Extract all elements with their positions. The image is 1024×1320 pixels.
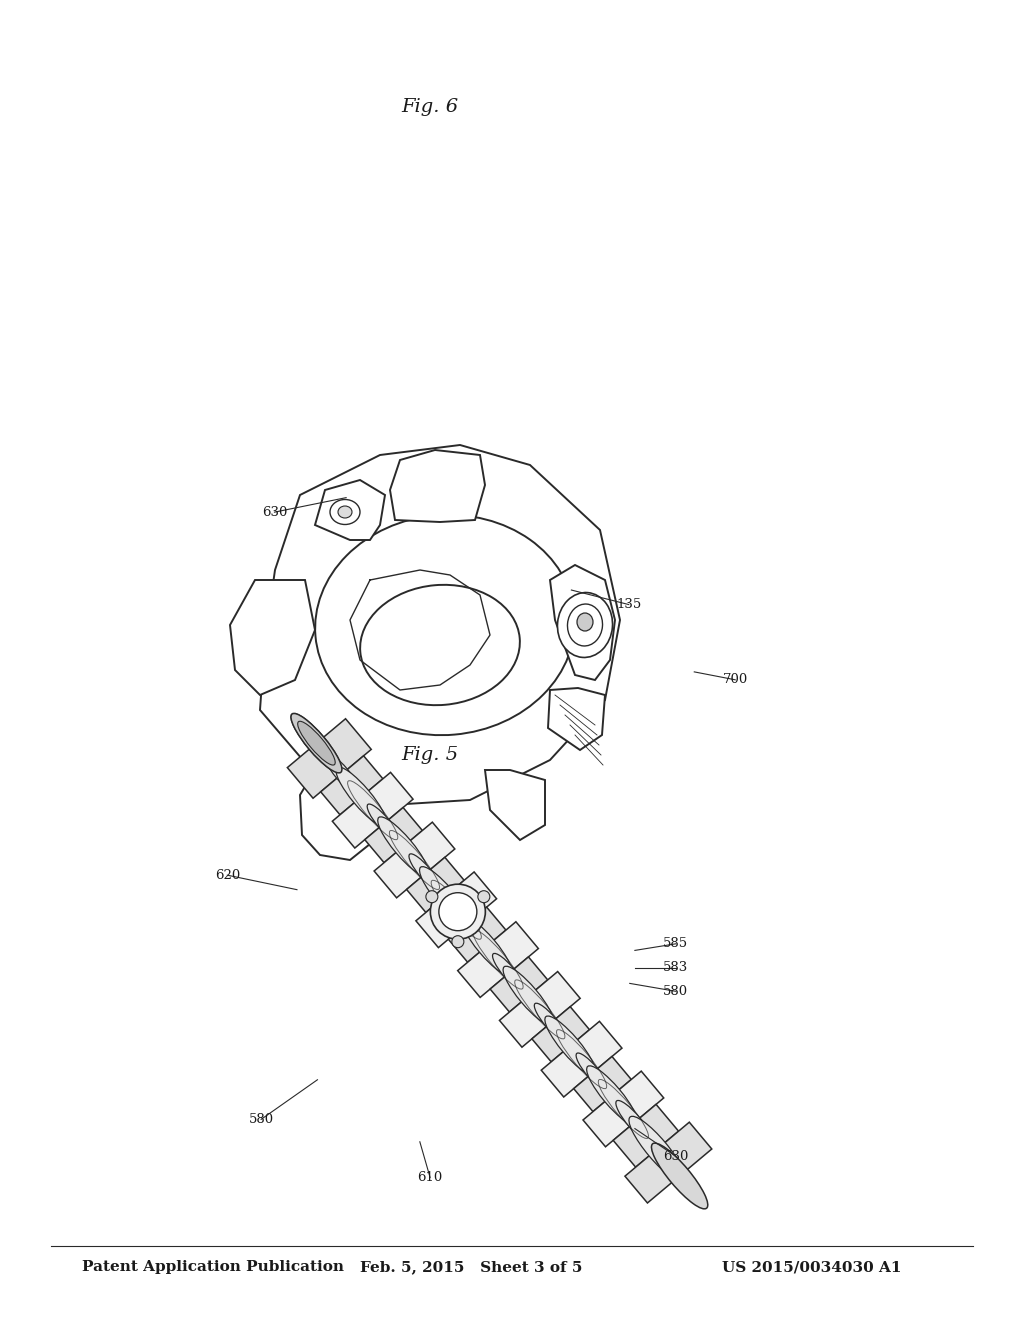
Ellipse shape — [324, 752, 360, 796]
Polygon shape — [573, 1056, 631, 1111]
Ellipse shape — [315, 515, 574, 735]
Polygon shape — [260, 445, 620, 805]
Text: 610: 610 — [418, 1171, 442, 1184]
Ellipse shape — [557, 593, 612, 657]
Polygon shape — [500, 972, 581, 1047]
Ellipse shape — [577, 1053, 609, 1092]
Polygon shape — [531, 1007, 590, 1061]
Text: 630: 630 — [262, 506, 287, 519]
Text: Fig. 5: Fig. 5 — [401, 746, 459, 764]
Ellipse shape — [409, 854, 442, 892]
Ellipse shape — [587, 1065, 638, 1125]
Polygon shape — [583, 1071, 664, 1147]
Text: 135: 135 — [616, 598, 641, 611]
Text: 580: 580 — [664, 985, 688, 998]
Ellipse shape — [291, 713, 342, 774]
Polygon shape — [416, 873, 497, 948]
Polygon shape — [390, 450, 485, 521]
Text: 583: 583 — [664, 961, 688, 974]
Polygon shape — [300, 760, 380, 861]
Ellipse shape — [493, 953, 526, 993]
Polygon shape — [407, 857, 464, 912]
Ellipse shape — [651, 1143, 708, 1209]
Ellipse shape — [577, 612, 593, 631]
Polygon shape — [288, 719, 372, 799]
Polygon shape — [333, 772, 413, 847]
Text: US 2015/0034030 A1: US 2015/0034030 A1 — [722, 1261, 901, 1274]
Ellipse shape — [451, 904, 484, 942]
Text: 700: 700 — [723, 673, 748, 686]
Polygon shape — [449, 907, 506, 962]
Ellipse shape — [545, 1016, 596, 1076]
Ellipse shape — [336, 767, 387, 826]
Ellipse shape — [368, 804, 400, 843]
Polygon shape — [548, 688, 605, 750]
Text: 620: 620 — [215, 869, 240, 882]
Polygon shape — [542, 1022, 622, 1097]
Ellipse shape — [360, 585, 520, 705]
Polygon shape — [550, 565, 615, 680]
Ellipse shape — [503, 966, 554, 1026]
Ellipse shape — [420, 867, 470, 927]
Ellipse shape — [567, 605, 602, 645]
Text: 580: 580 — [249, 1113, 273, 1126]
Polygon shape — [374, 822, 455, 898]
Polygon shape — [315, 480, 385, 540]
Ellipse shape — [629, 1117, 685, 1181]
Text: Fig. 6: Fig. 6 — [401, 98, 459, 116]
Ellipse shape — [291, 713, 342, 774]
Circle shape — [478, 891, 489, 903]
Polygon shape — [458, 921, 539, 998]
Ellipse shape — [430, 884, 485, 940]
Polygon shape — [321, 756, 383, 814]
Polygon shape — [613, 1105, 679, 1167]
Text: 630: 630 — [664, 1150, 688, 1163]
Ellipse shape — [535, 1003, 568, 1043]
Circle shape — [426, 891, 438, 903]
Text: Patent Application Publication: Patent Application Publication — [82, 1261, 344, 1274]
Ellipse shape — [439, 892, 477, 931]
Polygon shape — [230, 579, 315, 696]
Ellipse shape — [615, 1101, 653, 1144]
Ellipse shape — [298, 721, 335, 766]
Ellipse shape — [338, 506, 352, 517]
Ellipse shape — [378, 817, 429, 876]
Polygon shape — [490, 957, 548, 1012]
Text: Feb. 5, 2015   Sheet 3 of 5: Feb. 5, 2015 Sheet 3 of 5 — [359, 1261, 583, 1274]
Circle shape — [452, 936, 464, 948]
Polygon shape — [485, 770, 545, 840]
Polygon shape — [625, 1122, 712, 1203]
Text: 585: 585 — [664, 937, 688, 950]
Polygon shape — [365, 808, 422, 863]
Ellipse shape — [330, 499, 360, 524]
Ellipse shape — [461, 916, 512, 975]
